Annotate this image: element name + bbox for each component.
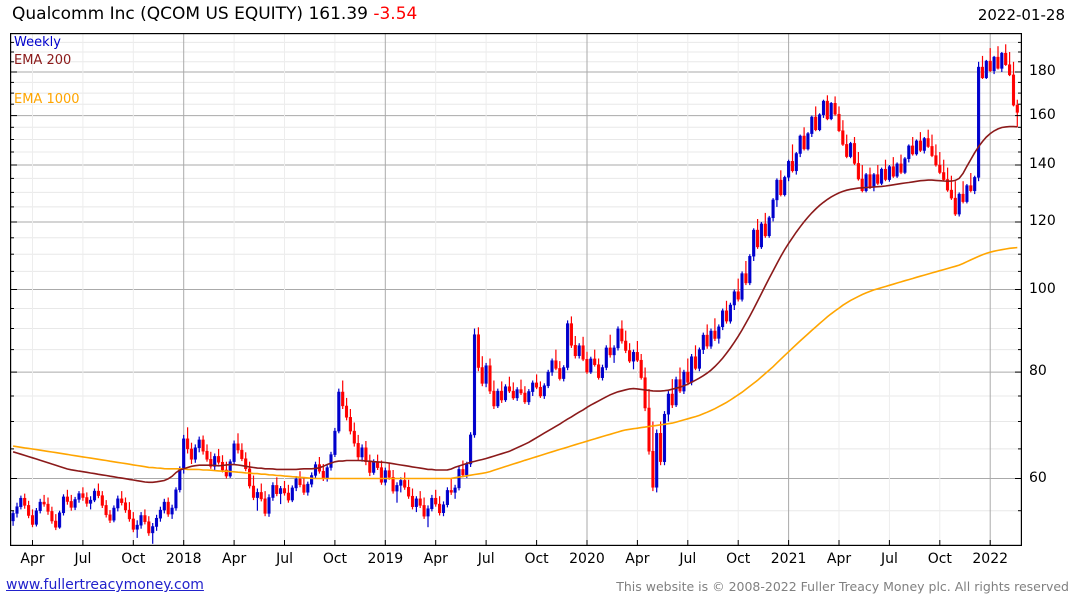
legend-ema-1000: EMA 1000 <box>14 92 80 107</box>
x-axis-tick-label: Oct <box>121 551 146 567</box>
x-axis-tick-label: 2018 <box>165 551 202 567</box>
x-axis-tick-label: Apr <box>625 551 650 567</box>
x-axis-tick-label: Jul <box>880 551 898 567</box>
chart-date: 2022-01-28 <box>977 6 1065 24</box>
ticker-symbol: (QCOM US EQUITY) <box>140 4 304 24</box>
x-axis-ticks <box>32 540 991 546</box>
x-axis-tick-label: Jul <box>679 551 697 567</box>
y-axis-tick-label: 140 <box>1029 155 1056 172</box>
x-axis-tick-label: Oct <box>322 551 348 567</box>
major-gridlines <box>10 71 1022 479</box>
legend-interval: Weekly <box>14 35 61 50</box>
y-axis-ticks <box>10 33 1022 546</box>
x-axis-tick-label: Apr <box>423 551 448 567</box>
instrument-name: Qualcomm Inc <box>12 4 135 24</box>
x-axis-tick-label: Apr <box>20 551 45 567</box>
copyright-notice: This website is © 2008-2022 Fuller Treac… <box>616 579 1069 594</box>
x-axis-tick-label: 2022 <box>972 551 1009 567</box>
legend-ema-200: EMA 200 <box>14 53 72 68</box>
last-price: 161.39 <box>308 4 368 24</box>
x-axis-tick-label: 2020 <box>569 551 605 567</box>
chart-title: Qualcomm Inc (QCOM US EQUITY) 161.39 -3.… <box>12 4 417 24</box>
ema-200-line <box>12 125 1018 484</box>
website-link[interactable]: www.fullertreacymoney.com <box>6 577 204 593</box>
x-axis-tick-label: Jul <box>74 551 92 567</box>
y-axis-tick-label: 160 <box>1029 106 1056 123</box>
ema-1000-line <box>12 246 1018 480</box>
y-axis-tick-label: 120 <box>1029 213 1056 230</box>
x-axis-tick-label: Apr <box>221 551 247 567</box>
candlestick-series <box>11 44 1019 544</box>
y-axis-tick-label: 80 <box>1029 363 1047 380</box>
x-axis-tick-label: Jul <box>276 551 293 567</box>
y-axis-tick-label: 100 <box>1029 280 1056 297</box>
x-axis-tick-label: 2019 <box>367 551 404 567</box>
x-axis-tick-label: 2021 <box>770 551 807 567</box>
y-axis-tick-label: 60 <box>1029 469 1047 486</box>
y-axis-tick-label: 180 <box>1029 62 1056 79</box>
price-change: -3.54 <box>373 4 418 24</box>
chart-plot-area[interactable] <box>10 33 1022 546</box>
x-axis-tick-label: Oct <box>524 551 549 567</box>
x-axis-tick-label: Oct <box>927 551 952 567</box>
x-axis-tick-label: Oct <box>726 551 751 567</box>
x-axis-tick-label: Apr <box>826 551 852 567</box>
minor-gridlines <box>10 33 1022 546</box>
price-chart-svg <box>10 33 1022 546</box>
x-axis-tick-label: Jul <box>477 551 495 567</box>
